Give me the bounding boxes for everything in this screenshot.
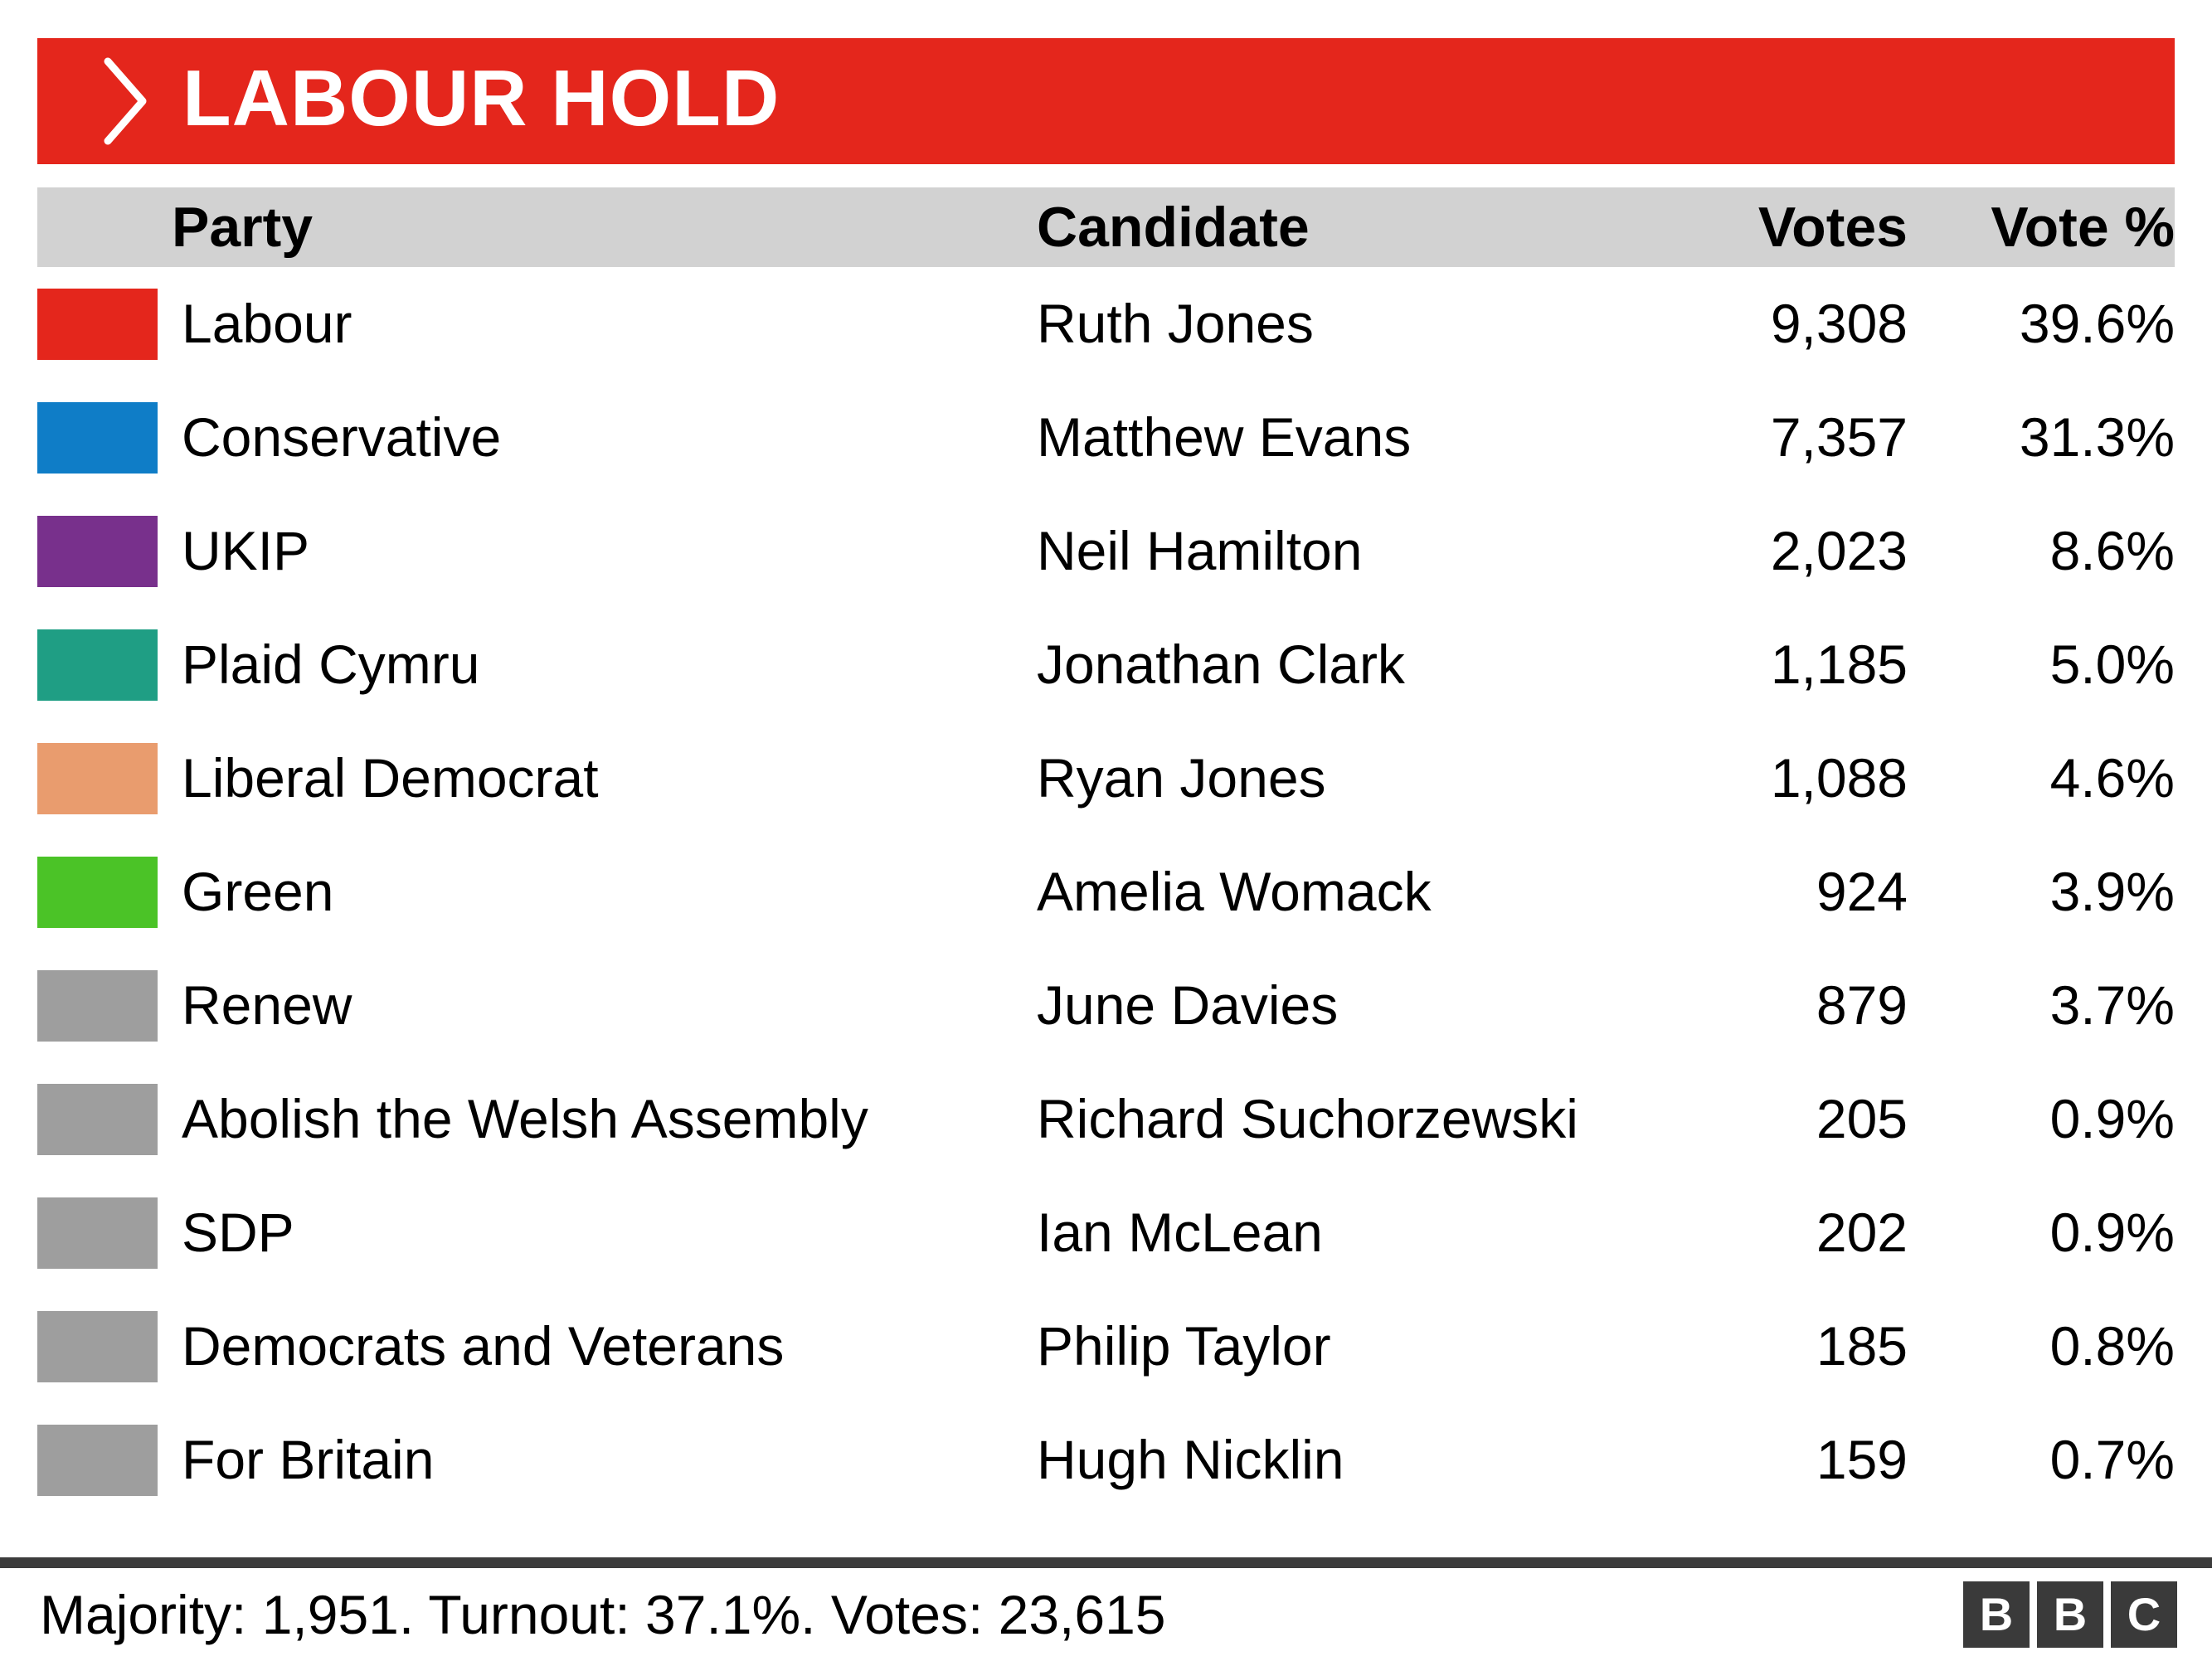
party-color-swatch (37, 629, 158, 701)
party-color-swatch (37, 856, 158, 928)
footer-divider (0, 1557, 2212, 1568)
header-votes: Votes (1757, 195, 1908, 259)
votes-value: 159 (1816, 1429, 1908, 1491)
vote-pct-value: 4.6% (2049, 747, 2175, 809)
table-row: Abolish the Welsh Assembly Richard Sucho… (37, 1062, 2175, 1176)
result-title: LABOUR HOLD (182, 54, 780, 143)
votes-value: 205 (1816, 1088, 1908, 1150)
votes-value: 7,357 (1770, 406, 1908, 469)
candidate-name: Hugh Nicklin (1037, 1429, 1344, 1491)
vote-pct-value: 0.9% (2049, 1088, 2175, 1150)
votes-value: 1,185 (1770, 634, 1908, 696)
votes-value: 202 (1816, 1202, 1908, 1264)
footer: Majority: 1,951. Turnout: 37.1%. Votes: … (0, 1568, 2212, 1661)
vote-pct-value: 3.9% (2049, 861, 2175, 923)
candidate-name: Neil Hamilton (1037, 520, 1363, 582)
party-name: Liberal Democrat (182, 747, 599, 809)
result-banner: LABOUR HOLD (37, 38, 2175, 164)
swatch-cell (37, 401, 162, 474)
table-row: UKIP Neil Hamilton 2,023 8.6% (37, 494, 2175, 608)
header-party: Party (172, 195, 314, 259)
party-name: Labour (182, 293, 352, 355)
candidate-name: June Davies (1037, 974, 1339, 1037)
party-color-swatch (37, 401, 158, 474)
party-name: Democrats and Veterans (182, 1315, 785, 1377)
candidate-name: Ryan Jones (1037, 747, 1326, 809)
swatch-cell (37, 1083, 162, 1155)
table-header: Party Candidate Votes Vote % (37, 187, 2175, 267)
party-name: Renew (182, 974, 352, 1037)
table-row: Liberal Democrat Ryan Jones 1,088 4.6% (37, 721, 2175, 835)
swatch-cell (37, 288, 162, 360)
swatch-cell (37, 969, 162, 1042)
vote-pct-value: 39.6% (2019, 293, 2175, 355)
bbc-logo-letter: B (2037, 1581, 2103, 1648)
party-color-swatch (37, 969, 158, 1042)
party-name: Conservative (182, 406, 502, 469)
table-row: SDP Ian McLean 202 0.9% (37, 1176, 2175, 1289)
party-color-swatch (37, 742, 158, 814)
votes-value: 185 (1816, 1315, 1908, 1377)
votes-value: 1,088 (1770, 747, 1908, 809)
table-row: Green Amelia Womack 924 3.9% (37, 835, 2175, 949)
votes-value: 879 (1816, 974, 1908, 1037)
candidate-name: Matthew Evans (1037, 406, 1412, 469)
party-color-swatch (37, 1197, 158, 1269)
table-row: Labour Ruth Jones 9,308 39.6% (37, 267, 2175, 381)
votes-value: 924 (1816, 861, 1908, 923)
bbc-logo-letter: C (2111, 1581, 2177, 1648)
party-name: For Britain (182, 1429, 435, 1491)
summary-text: Majority: 1,951. Turnout: 37.1%. Votes: … (40, 1584, 1166, 1645)
votes-value: 2,023 (1770, 520, 1908, 582)
header-vote-pct: Vote % (1991, 195, 2175, 259)
swatch-cell (37, 629, 162, 701)
swatch-cell (37, 1310, 162, 1382)
table-row: Conservative Matthew Evans 7,357 31.3% (37, 381, 2175, 494)
vote-pct-value: 8.6% (2049, 520, 2175, 582)
candidate-name: Ian McLean (1037, 1202, 1323, 1264)
swatch-cell (37, 856, 162, 928)
vote-pct-value: 3.7% (2049, 974, 2175, 1037)
candidate-name: Jonathan Clark (1037, 634, 1405, 696)
candidate-name: Amelia Womack (1037, 861, 1432, 923)
bbc-logo: B B C (1963, 1581, 2177, 1648)
table-row: Democrats and Veterans Philip Taylor 185… (37, 1289, 2175, 1403)
party-name: SDP (182, 1202, 294, 1264)
results-table: Party Candidate Votes Vote % Labour Ruth… (37, 187, 2175, 1517)
swatch-cell (37, 1197, 162, 1269)
party-name: Abolish the Welsh Assembly (182, 1088, 868, 1150)
candidate-name: Philip Taylor (1037, 1315, 1331, 1377)
vote-pct-value: 0.8% (2049, 1315, 2175, 1377)
swatch-cell (37, 742, 162, 814)
chevron-right-icon (100, 56, 151, 146)
bbc-logo-letter: B (1963, 1581, 2030, 1648)
table-row: For Britain Hugh Nicklin 159 0.7% (37, 1403, 2175, 1517)
header-candidate: Candidate (1037, 195, 1310, 259)
candidate-name: Ruth Jones (1037, 293, 1314, 355)
candidate-name: Richard Suchorzewski (1037, 1088, 1578, 1150)
party-color-swatch (37, 1083, 158, 1155)
vote-pct-value: 0.7% (2049, 1429, 2175, 1491)
party-name: UKIP (182, 520, 310, 582)
votes-value: 9,308 (1770, 293, 1908, 355)
vote-pct-value: 5.0% (2049, 634, 2175, 696)
swatch-cell (37, 1424, 162, 1496)
swatch-cell (37, 515, 162, 587)
vote-pct-value: 0.9% (2049, 1202, 2175, 1264)
party-color-swatch (37, 1310, 158, 1382)
party-color-swatch (37, 1424, 158, 1496)
table-body: Labour Ruth Jones 9,308 39.6% Conservati… (37, 267, 2175, 1517)
party-name: Plaid Cymru (182, 634, 480, 696)
party-color-swatch (37, 515, 158, 587)
table-row: Plaid Cymru Jonathan Clark 1,185 5.0% (37, 608, 2175, 721)
party-color-swatch (37, 288, 158, 360)
vote-pct-value: 31.3% (2019, 406, 2175, 469)
party-name: Green (182, 861, 334, 923)
table-row: Renew June Davies 879 3.7% (37, 949, 2175, 1062)
